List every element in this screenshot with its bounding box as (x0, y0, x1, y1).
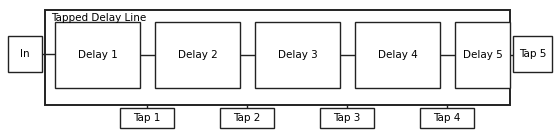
Text: Delay 4: Delay 4 (377, 50, 417, 60)
Bar (8, 36, 42, 72)
Bar (513, 36, 552, 72)
Text: Tap 3: Tap 3 (334, 113, 361, 123)
Text: Delay 2: Delay 2 (178, 50, 218, 60)
Bar (55, 22, 140, 88)
Text: Tapped Delay Line: Tapped Delay Line (51, 13, 147, 23)
Bar (455, 22, 510, 88)
Text: Tap 1: Tap 1 (133, 113, 161, 123)
Text: Tap 4: Tap 4 (433, 113, 461, 123)
Bar (355, 22, 440, 88)
Text: Tap 2: Tap 2 (233, 113, 261, 123)
Text: Delay 5: Delay 5 (463, 50, 502, 60)
Bar (120, 108, 174, 128)
Bar (45, 10, 510, 105)
Text: In: In (20, 49, 30, 59)
Bar (220, 108, 274, 128)
Text: Delay 3: Delay 3 (278, 50, 317, 60)
Text: Delay 1: Delay 1 (78, 50, 117, 60)
Bar (420, 108, 474, 128)
Bar (155, 22, 240, 88)
Bar (320, 108, 374, 128)
Text: Tap 5: Tap 5 (519, 49, 546, 59)
Bar (255, 22, 340, 88)
